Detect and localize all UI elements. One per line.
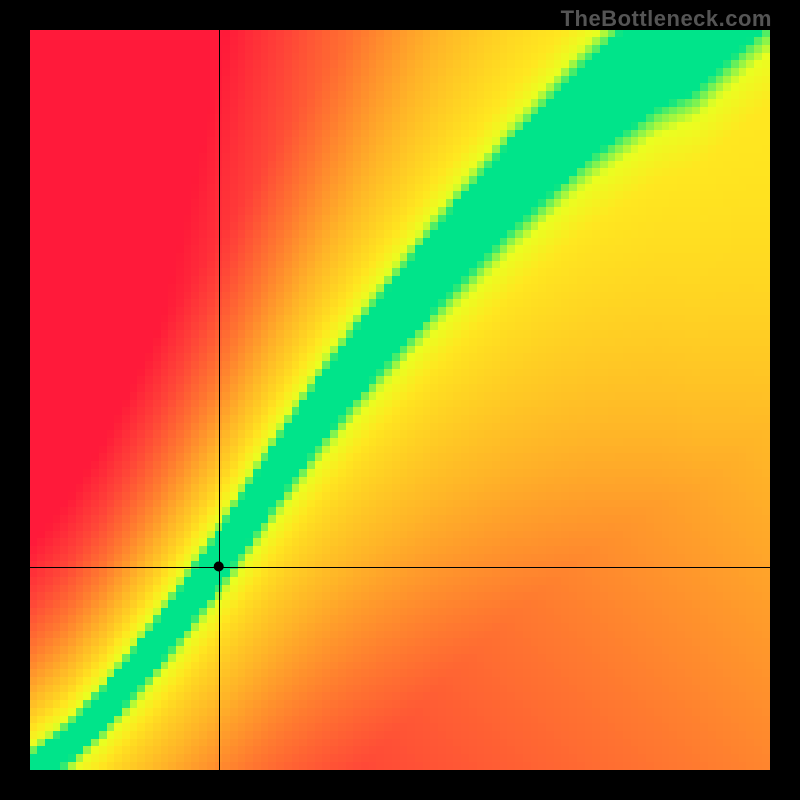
plot-area bbox=[30, 30, 770, 770]
watermark-text: TheBottleneck.com bbox=[561, 6, 772, 32]
chart-frame: TheBottleneck.com bbox=[0, 0, 800, 800]
heatmap-canvas bbox=[30, 30, 770, 770]
